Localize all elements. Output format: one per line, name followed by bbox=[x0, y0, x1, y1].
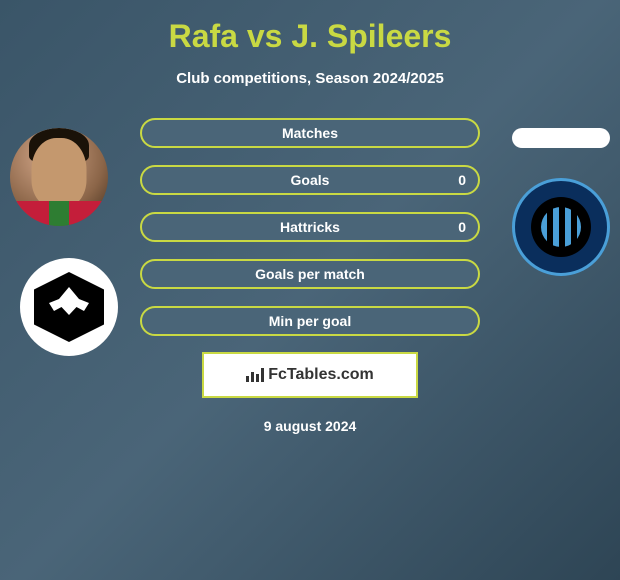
stat-value-right: 0 bbox=[458, 219, 466, 235]
stat-label: Matches bbox=[282, 125, 338, 141]
date-label: 9 august 2024 bbox=[0, 418, 620, 434]
chart-icon bbox=[246, 368, 264, 382]
stats-area: Matches Goals 0 Hattricks 0 Goals per ma… bbox=[0, 117, 620, 337]
stat-bar: Matches bbox=[140, 118, 480, 148]
stat-label: Goals bbox=[291, 172, 330, 188]
subtitle: Club competitions, Season 2024/2025 bbox=[0, 70, 620, 87]
stat-bar: Min per goal bbox=[140, 306, 480, 336]
stat-label: Goals per match bbox=[255, 266, 365, 282]
stat-label: Min per goal bbox=[269, 313, 351, 329]
stat-row-hattricks: Hattricks 0 bbox=[0, 211, 620, 243]
stat-bar: Goals per match bbox=[140, 259, 480, 289]
fctables-label: FcTables.com bbox=[246, 366, 374, 384]
fctables-badge[interactable]: FcTables.com bbox=[202, 352, 418, 398]
stat-row-matches: Matches bbox=[0, 117, 620, 149]
stat-bar: Hattricks 0 bbox=[140, 212, 480, 242]
stat-bar: Goals 0 bbox=[140, 165, 480, 195]
stat-label: Hattricks bbox=[280, 219, 340, 235]
stat-row-min-per-goal: Min per goal bbox=[0, 305, 620, 337]
comparison-card: Rafa vs J. Spileers Club competitions, S… bbox=[0, 0, 620, 444]
stat-value-right: 0 bbox=[458, 172, 466, 188]
stat-row-goals-per-match: Goals per match bbox=[0, 258, 620, 290]
page-title: Rafa vs J. Spileers bbox=[0, 18, 620, 55]
stat-row-goals: Goals 0 bbox=[0, 164, 620, 196]
fctables-text: FcTables.com bbox=[268, 366, 374, 384]
